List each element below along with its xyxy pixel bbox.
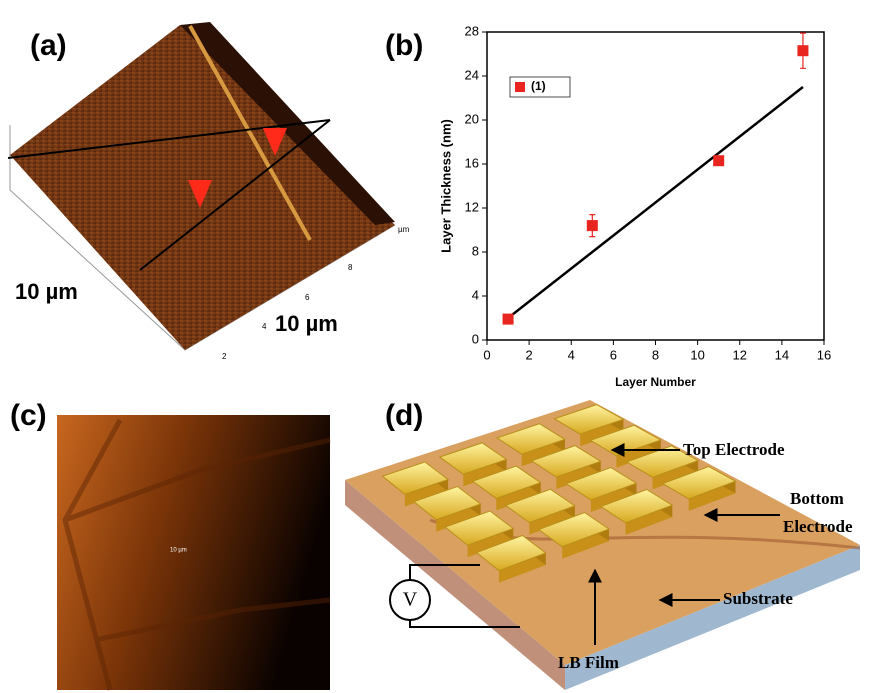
y-axis-label: Layer Thickness (nm)	[438, 119, 453, 253]
pad-side	[467, 528, 514, 558]
pad	[530, 445, 602, 478]
label: Bottom	[790, 489, 844, 508]
x-tick-label: 14	[775, 347, 789, 362]
legend-marker	[515, 82, 525, 92]
panel-a: (a) 10 µm 10 µm 2 4 6 8 µm	[7, 22, 410, 361]
y-tick-label: 8	[472, 243, 479, 258]
profile-line	[7, 119, 331, 159]
wire	[409, 620, 520, 628]
y-tick-label: 20	[465, 111, 479, 126]
axis-tick: 4	[262, 322, 267, 331]
pad	[661, 465, 737, 500]
pad	[475, 534, 547, 572]
pad-side	[404, 479, 449, 507]
pad-side	[463, 459, 507, 487]
x-tick-label: 0	[483, 347, 490, 362]
y-tick-label: 0	[472, 331, 479, 346]
pad-side	[529, 505, 575, 535]
pad-side	[499, 553, 546, 583]
pad	[599, 488, 674, 524]
label: Substrate	[723, 589, 793, 608]
y-tick-label: 4	[472, 287, 479, 302]
axis-tick: 8	[348, 263, 353, 272]
label: LB Film	[558, 653, 619, 672]
voltmeter-label: V	[403, 589, 418, 611]
pad-side	[436, 504, 481, 532]
pad-side	[688, 481, 736, 511]
point	[797, 45, 809, 57]
x-tick-label: 10	[690, 347, 704, 362]
panel-label: (c)	[10, 399, 47, 432]
pad	[504, 488, 576, 524]
y-tick-label: 12	[465, 199, 479, 214]
panel-label: (b)	[385, 29, 423, 62]
panel-label: (d)	[385, 399, 423, 432]
pad-side	[590, 483, 637, 512]
pad-side	[562, 529, 609, 559]
pad	[625, 445, 700, 478]
label: Top Electrode	[683, 440, 785, 459]
x-axis-label: Layer Number	[615, 375, 696, 389]
y-tick-label: 28	[465, 23, 479, 38]
pad-side	[556, 461, 601, 490]
pad	[471, 465, 542, 499]
substrate-side	[345, 480, 565, 690]
label: Electrode	[783, 517, 853, 536]
marker	[188, 180, 212, 208]
axis-tick: 6	[305, 293, 310, 302]
pad	[553, 404, 625, 435]
pad	[438, 442, 508, 475]
x-tick-label: 8	[652, 347, 659, 362]
x-tick-label: 12	[733, 347, 747, 362]
afm-ridge	[180, 22, 395, 225]
x-tick-label: 6	[610, 347, 617, 362]
x-tick-label: 4	[568, 347, 575, 362]
pad	[495, 423, 567, 455]
pad	[381, 461, 450, 495]
pads	[381, 404, 737, 583]
legend-label: (1)	[531, 79, 546, 93]
panel-label: (a)	[30, 29, 67, 62]
legend-box	[509, 76, 571, 98]
scale-label: 10 µm	[275, 311, 338, 336]
scale-label: 10 µm	[15, 279, 78, 304]
pad-side	[616, 439, 661, 468]
pad-side	[580, 419, 624, 447]
x-tick-label: 2	[526, 347, 533, 362]
y-tick-label: 24	[465, 67, 479, 82]
pad	[565, 467, 638, 501]
panel-d: (d) V Top Electrode Bottom Electrode Sub…	[345, 399, 861, 690]
optical-image	[57, 415, 330, 690]
wire	[409, 564, 480, 580]
substrate-side	[565, 545, 860, 690]
electrode-outline	[62, 418, 331, 691]
profile-line	[139, 119, 331, 271]
pad	[444, 510, 515, 546]
pad-side	[652, 460, 699, 490]
y-tick-label: 16	[465, 155, 479, 170]
pad	[412, 485, 482, 521]
pad-side	[496, 482, 541, 511]
marker	[263, 128, 287, 156]
pad	[589, 424, 662, 457]
pad	[537, 511, 611, 548]
axis-tick: 2	[222, 352, 227, 361]
point	[713, 155, 725, 167]
x-tick-label: 16	[817, 347, 831, 362]
panel-c: (c) 10 µm	[10, 399, 331, 691]
scale-label: 10 µm	[170, 548, 187, 554]
point	[586, 220, 598, 232]
fit-line	[507, 86, 804, 319]
axis-unit: µm	[398, 225, 410, 234]
pad-side	[521, 439, 565, 467]
point	[502, 313, 514, 325]
pad-side	[625, 505, 673, 535]
afm-ridge-edge	[188, 25, 312, 241]
